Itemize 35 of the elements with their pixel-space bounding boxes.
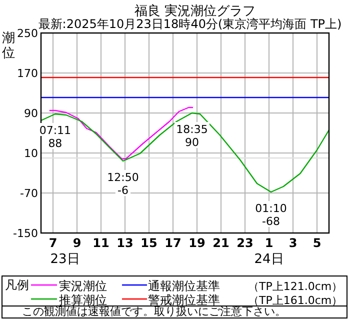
legend-label: 通報潮位基準 [148,279,220,293]
x-tick-label: 11 [92,236,110,250]
text: 23日 [50,252,80,267]
text: この観測値は速報値です。取り扱いにご注意下さい。 [22,305,286,318]
x-tick-label: 9 [72,236,82,250]
x-tick-label: 17 [164,236,182,250]
x-tick-label: 5 [312,236,322,250]
text: （TP上161.0cm） [248,294,343,307]
x-tick-label: 1 [264,236,274,250]
x-tick-label: 21 [212,236,230,250]
y-axis-title: 潮位 [2,31,15,61]
chart-subtitle: 最新:2025年10月23日18時40分(東京湾平均海面 TP上) [38,17,342,31]
text: （TP上121.0cm） [248,280,343,293]
annotation: 07:11 88 [39,124,72,150]
y-tick-label: -70 [20,187,38,200]
annotation: 01:10 -68 [255,202,287,228]
y-tick-label: 10 [24,147,38,160]
legend-title: 凡例 [5,278,29,292]
annotation: 18:35 90 [176,123,208,149]
text: 24日 [254,252,284,267]
legend-label: 推算潮位 [59,293,107,307]
x-tick-label: 13 [116,236,134,250]
legend-label: 警戒潮位基準 [148,293,220,307]
y-tick-label: 90 [24,107,38,120]
y-tick-label: 250 [17,27,38,40]
chart-title: 福良 実況潮位グラフ [134,3,256,19]
x-tick-label: 23 [236,236,254,250]
x-tick-label: 19 [188,236,206,250]
y-tick-label: -150 [13,227,38,240]
x-tick-label: 3 [288,236,298,250]
x-tick-label: 15 [140,236,158,250]
legend-label: 実況潮位 [59,279,107,293]
x-tick-label: 7 [48,236,58,250]
annotation: 12:50 -6 [107,171,139,197]
y-tick-label: 170 [17,67,38,80]
